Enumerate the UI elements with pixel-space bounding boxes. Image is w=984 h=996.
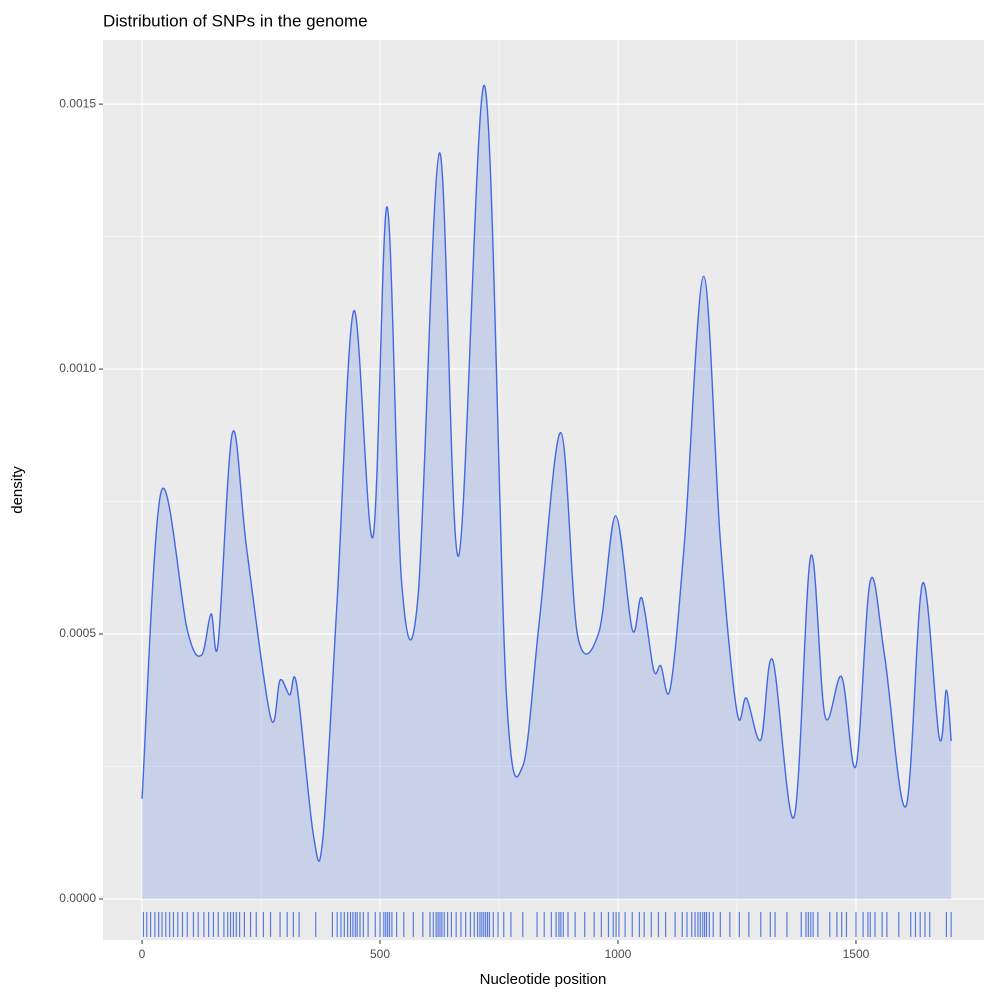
y-tick-label: 0.0000 (59, 891, 96, 905)
panel (103, 40, 984, 940)
density-line (141, 85, 952, 862)
y-axis-title: density (9, 466, 26, 514)
x-tick-label: 0 (139, 947, 146, 961)
x-tick-label: 1000 (605, 947, 632, 961)
y-tick-label: 0.0015 (59, 96, 96, 110)
x-tick-label: 1500 (843, 947, 870, 961)
chart-title: Distribution of SNPs in the genome (103, 11, 368, 30)
x-axis-title: Nucleotide position (480, 971, 607, 988)
y-tick-label: 0.0005 (59, 626, 96, 640)
y-tick-label: 0.0010 (59, 361, 96, 375)
density-area (142, 85, 952, 899)
x-tick-label: 500 (370, 947, 390, 961)
